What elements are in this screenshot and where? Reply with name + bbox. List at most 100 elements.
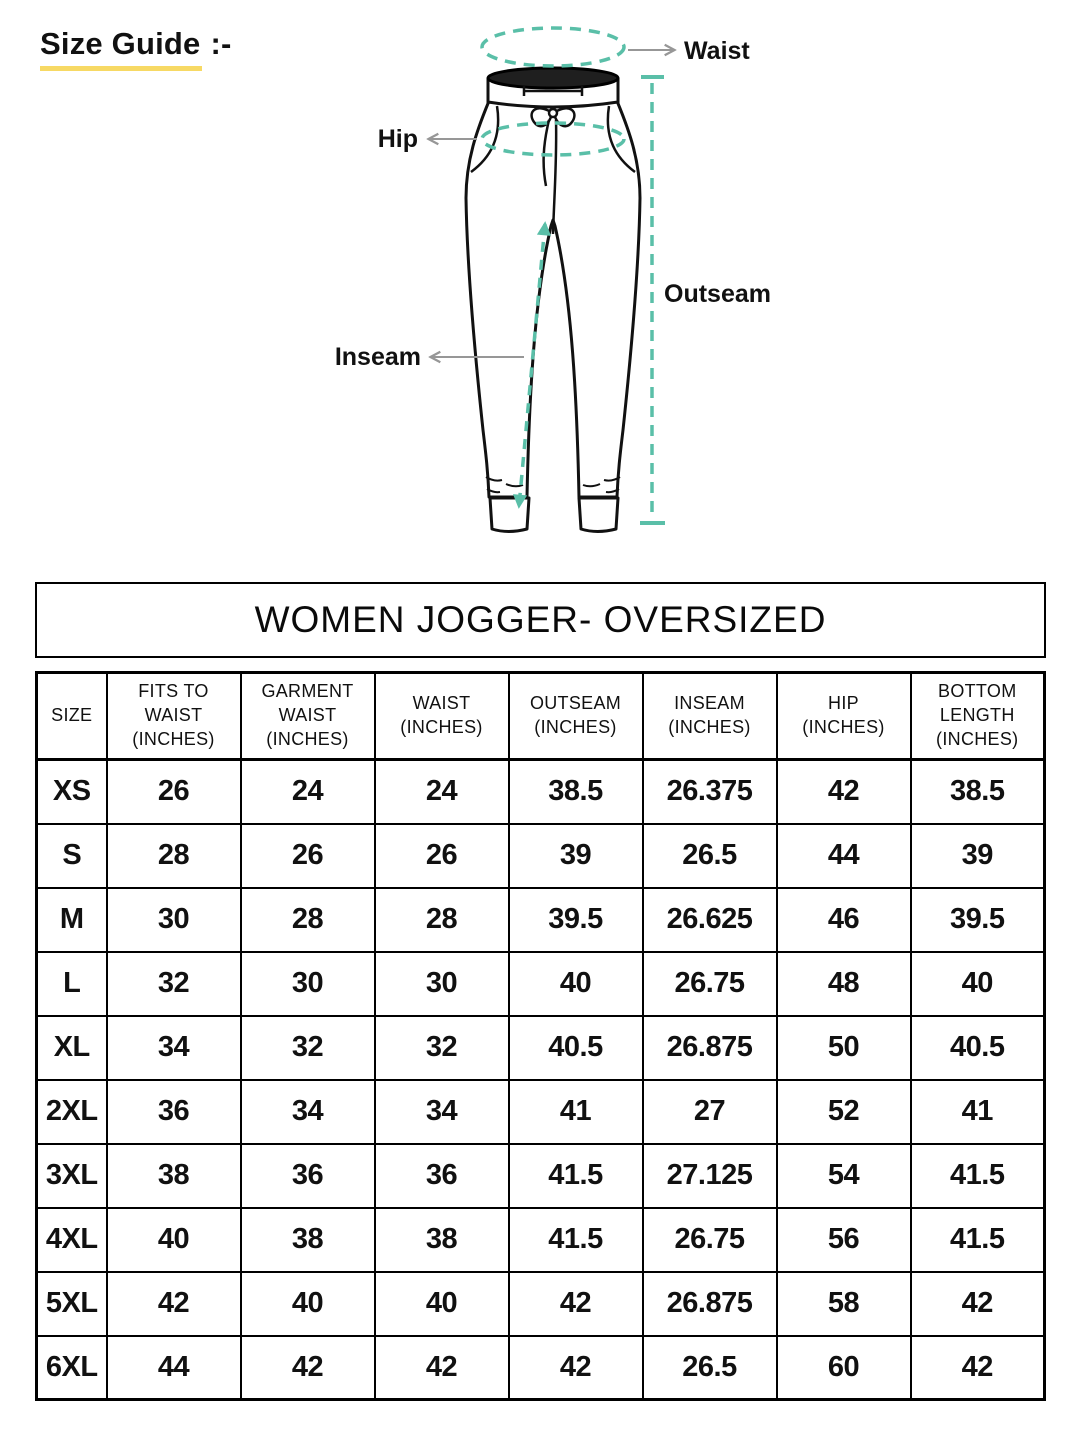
outseam-measure-line (640, 75, 665, 525)
left-cuff (488, 496, 531, 533)
value-cell: 50 (775, 1014, 912, 1081)
value-cell: 36 (373, 1142, 510, 1209)
table-row-2xl: 2XL 36 34 34 41 27 52 41 (35, 1078, 1046, 1145)
value-cell: 60 (775, 1334, 912, 1401)
value-cell: 52 (775, 1078, 912, 1145)
value-cell: 32 (239, 1014, 376, 1081)
value-cell: 30 (239, 950, 376, 1017)
value-cell: 26.75 (641, 950, 778, 1017)
value-cell: 42 (507, 1270, 644, 1337)
value-cell: 28 (373, 886, 510, 953)
size-cell: XS (35, 758, 108, 825)
size-chart-sheet: WOMEN JOGGER- OVERSIZED SIZE FITS TO WAI… (35, 582, 1046, 1401)
value-cell: 34 (105, 1014, 242, 1081)
size-cell: XL (35, 1014, 108, 1081)
value-cell: 41 (909, 1078, 1046, 1145)
col-header-waist: WAIST (INCHES) (373, 671, 510, 761)
value-cell: 41.5 (909, 1206, 1046, 1273)
value-cell: 36 (239, 1142, 376, 1209)
right-pocket-seam (606, 105, 636, 174)
col-header-size: SIZE (35, 671, 108, 761)
jogger-outline (464, 99, 642, 499)
value-cell: 54 (775, 1142, 912, 1209)
outseam-label: Outseam (664, 280, 771, 308)
value-cell: 38 (239, 1206, 376, 1273)
value-cell: 46 (775, 886, 912, 953)
right-cuff (577, 496, 620, 533)
value-cell: 42 (775, 758, 912, 825)
value-cell: 34 (373, 1078, 510, 1145)
value-cell: 41.5 (507, 1206, 644, 1273)
table-title-box: WOMEN JOGGER- OVERSIZED (35, 582, 1046, 658)
value-cell: 39 (909, 822, 1046, 889)
value-cell: 26 (373, 822, 510, 889)
value-cell: 56 (775, 1206, 912, 1273)
table-row-l: L 32 30 30 40 26.75 48 40 (35, 950, 1046, 1017)
value-cell: 27 (641, 1078, 778, 1145)
header-row: SIZE FITS TO WAIST (INCHES) GARMENT WAIS… (35, 671, 1046, 761)
value-cell: 34 (239, 1078, 376, 1145)
table-row-6xl: 6XL 44 42 42 42 26.5 60 42 (35, 1334, 1046, 1401)
value-cell: 40.5 (909, 1014, 1046, 1081)
value-cell: 30 (373, 950, 510, 1017)
value-cell: 30 (105, 886, 242, 953)
table-row-xl: XL 34 32 32 40.5 26.875 50 40.5 (35, 1014, 1046, 1081)
drawstring-channel (522, 86, 584, 96)
size-cell: L (35, 950, 108, 1017)
value-cell: 26.5 (641, 822, 778, 889)
col-header-inseam: INSEAM (INCHES) (641, 671, 778, 761)
value-cell: 32 (105, 950, 242, 1017)
hip-label: Hip (378, 125, 418, 153)
page-title-text: Size Guide (40, 26, 203, 71)
size-cell: 5XL (35, 1270, 108, 1337)
table-row-xs: XS 26 24 24 38.5 26.375 42 38.5 (35, 758, 1046, 825)
value-cell: 26.75 (641, 1206, 778, 1273)
size-cell: S (35, 822, 108, 889)
value-cell: 39 (507, 822, 644, 889)
col-header-outseam: OUTSEAM (INCHES) (507, 671, 644, 761)
table-row-3xl: 3XL 38 36 36 41.5 27.125 54 41.5 (35, 1142, 1046, 1209)
value-cell: 26.875 (641, 1270, 778, 1337)
waist-opening (486, 66, 620, 90)
size-cell: 6XL (35, 1334, 108, 1401)
value-cell: 26.375 (641, 758, 778, 825)
value-cell: 41 (507, 1078, 644, 1145)
value-cell: 48 (775, 950, 912, 1017)
inseam-measure-line (512, 221, 552, 509)
value-cell: 26.875 (641, 1014, 778, 1081)
value-cell: 41.5 (507, 1142, 644, 1209)
value-cell: 38.5 (909, 758, 1046, 825)
inseam-label: Inseam (335, 343, 421, 371)
value-cell: 26 (239, 822, 376, 889)
value-cell: 44 (775, 822, 912, 889)
value-cell: 26.625 (641, 886, 778, 953)
value-cell: 42 (239, 1334, 376, 1401)
size-cell: 2XL (35, 1078, 108, 1145)
value-cell: 28 (239, 886, 376, 953)
value-cell: 24 (239, 758, 376, 825)
value-cell: 26.5 (641, 1334, 778, 1401)
value-cell: 36 (105, 1078, 242, 1145)
value-cell: 58 (775, 1270, 912, 1337)
value-cell: 42 (909, 1270, 1046, 1337)
hip-measure-ellipse (480, 121, 626, 157)
table-row-m: M 30 28 28 39.5 26.625 46 39.5 (35, 886, 1046, 953)
value-cell: 39.5 (507, 886, 644, 953)
value-cell: 40.5 (507, 1014, 644, 1081)
col-header-fits-to-waist: FITS TO WAIST (INCHES) (105, 671, 242, 761)
value-cell: 40 (373, 1270, 510, 1337)
jogger-measurement-diagram: Waist Hip Outseam Inseam (335, 26, 771, 533)
value-cell: 41.5 (909, 1142, 1046, 1209)
value-cell: 42 (105, 1270, 242, 1337)
value-cell: 44 (105, 1334, 242, 1401)
value-cell: 38 (373, 1206, 510, 1273)
value-cell: 24 (373, 758, 510, 825)
value-cell: 27.125 (641, 1142, 778, 1209)
value-cell: 26 (105, 758, 242, 825)
value-cell: 42 (909, 1334, 1046, 1401)
size-table: SIZE FITS TO WAIST (INCHES) GARMENT WAIS… (35, 671, 1046, 1401)
waist-measure-ellipse (480, 26, 626, 68)
value-cell: 42 (507, 1334, 644, 1401)
value-cell: 39.5 (909, 886, 1046, 953)
